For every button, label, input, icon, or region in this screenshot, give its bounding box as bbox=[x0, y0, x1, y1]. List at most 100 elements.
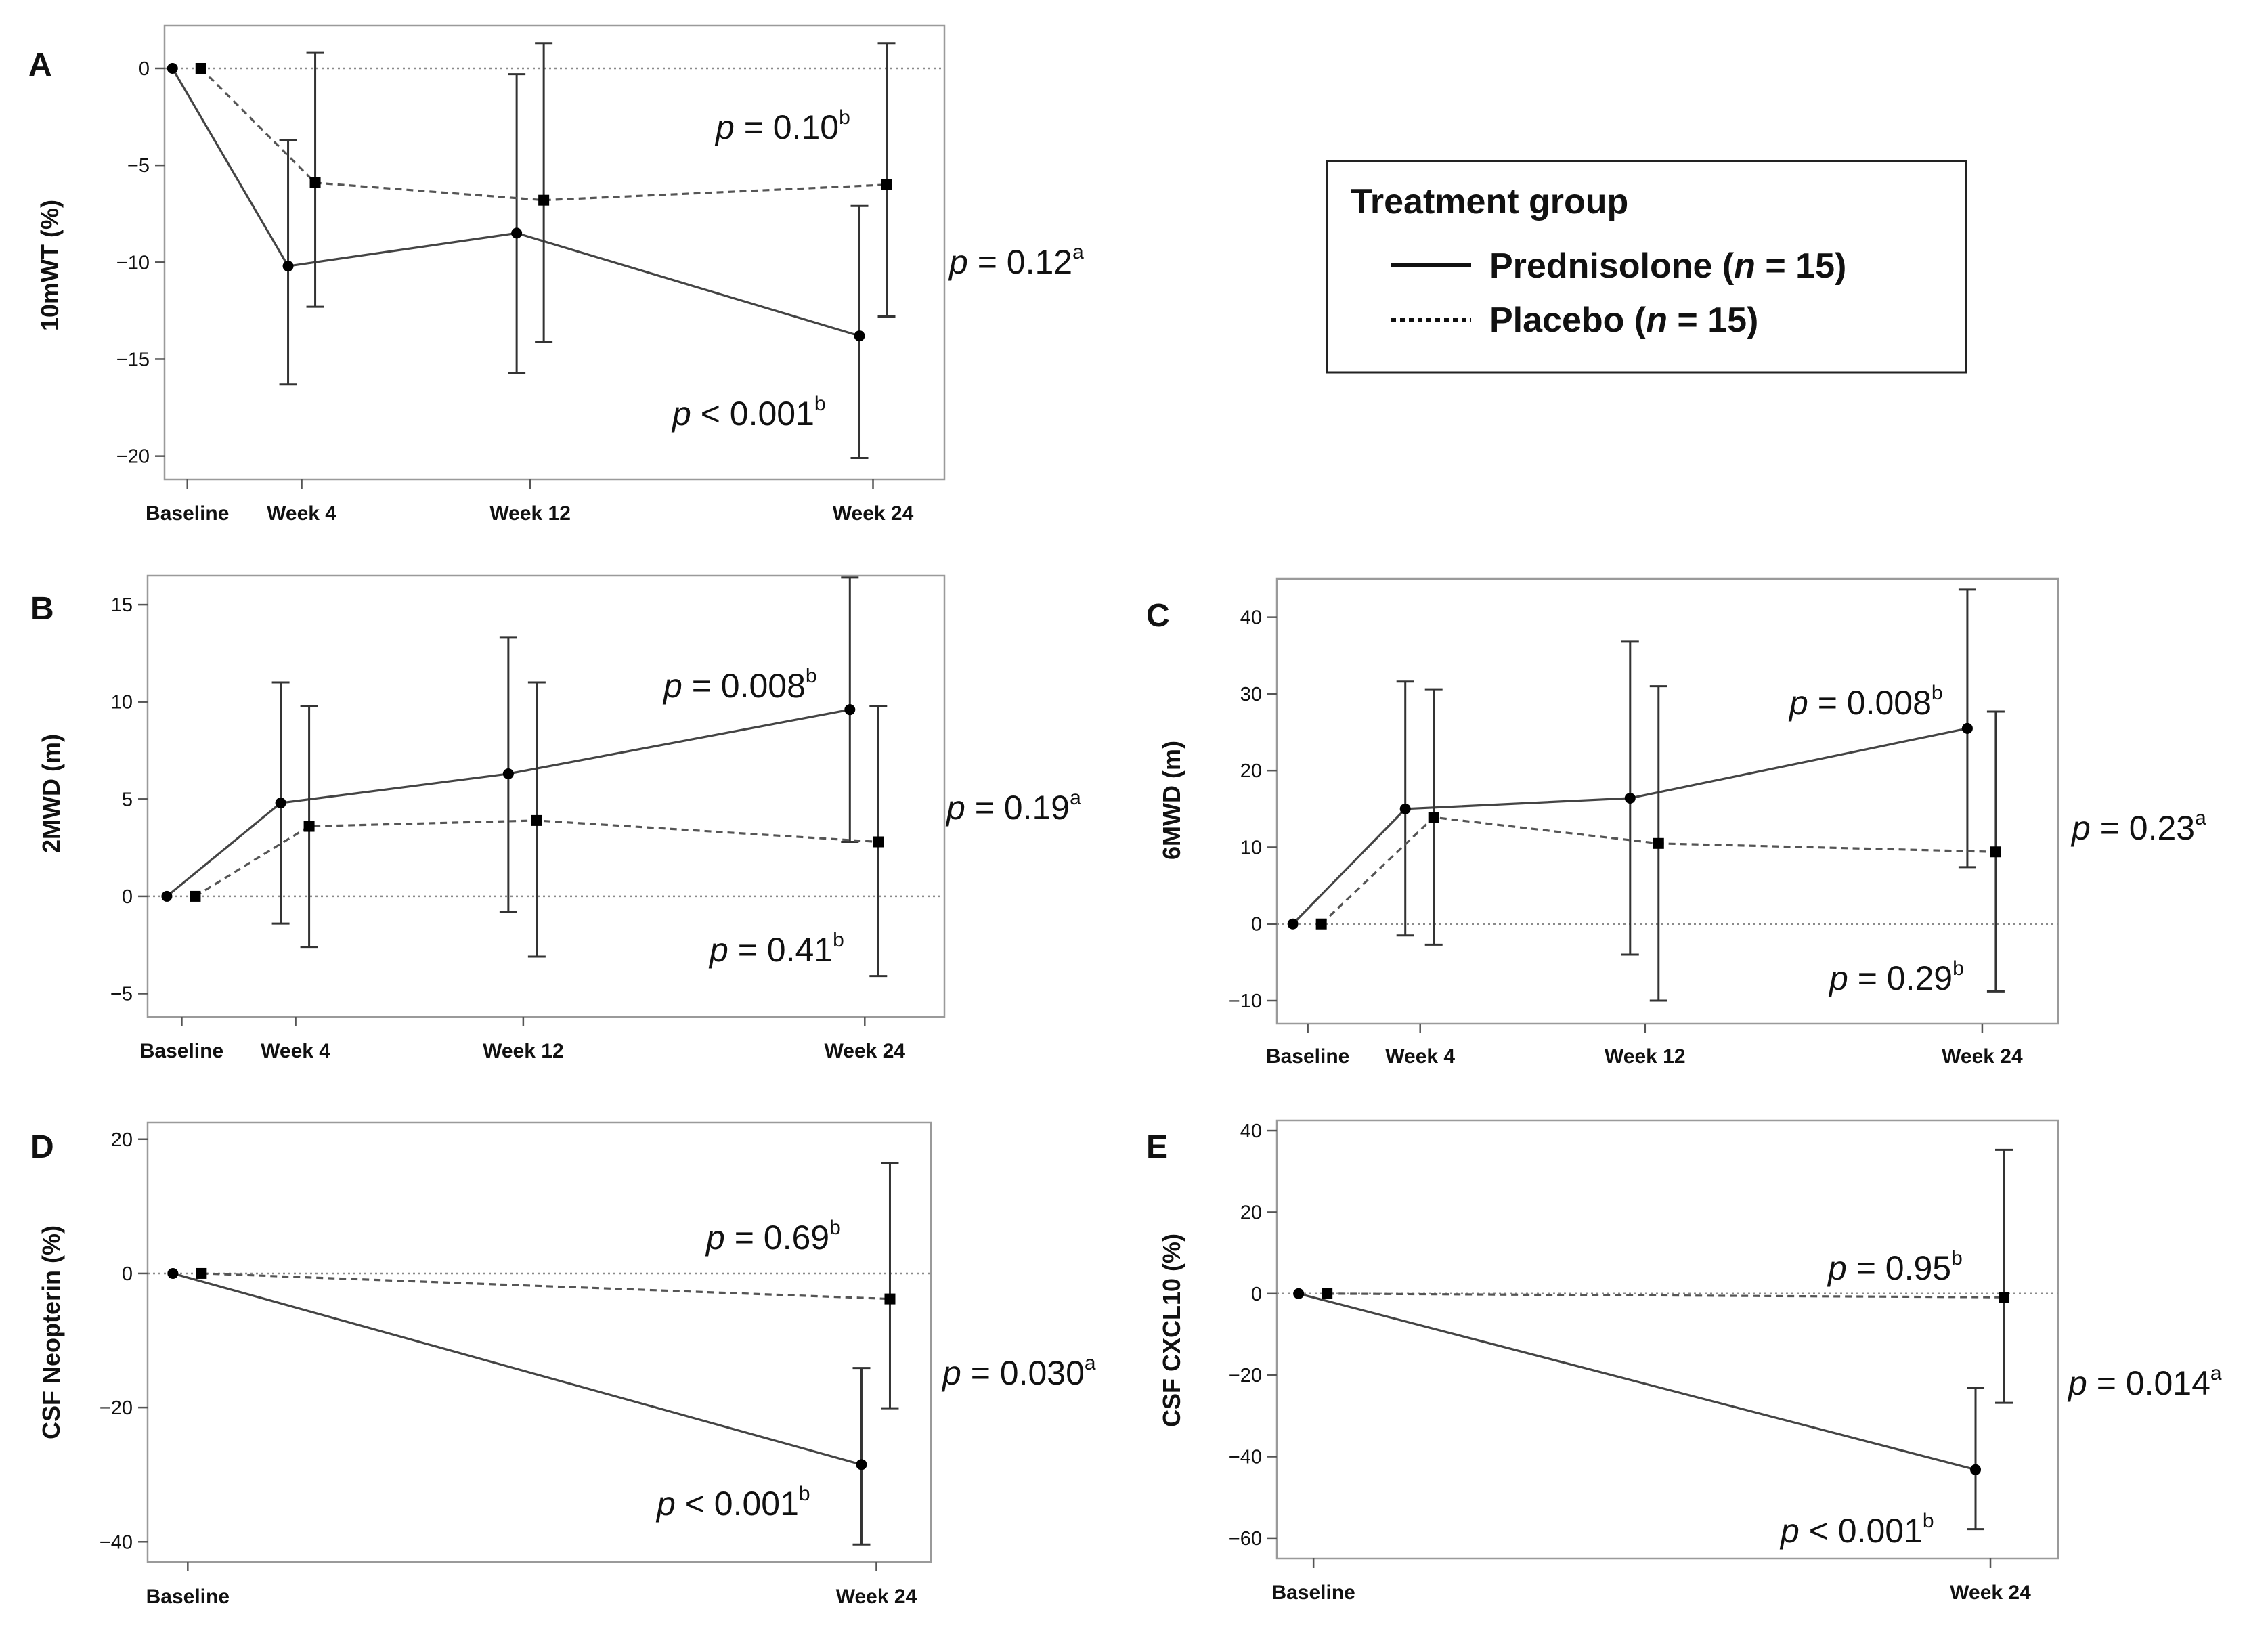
data-point-placebo bbox=[873, 836, 884, 848]
y-tick-label: 0 bbox=[1251, 914, 1262, 936]
series-prednisolone bbox=[1293, 1288, 1985, 1531]
panel-label: C bbox=[1146, 598, 1170, 634]
p-value-annotation: p < 0.001b bbox=[1779, 1510, 1934, 1550]
x-tick-label-week-24: Week 24 bbox=[825, 1040, 906, 1062]
p-value-annotation: p = 0.014a bbox=[2067, 1362, 2222, 1402]
panel-label: B bbox=[30, 591, 54, 627]
data-point-placebo bbox=[884, 1293, 896, 1305]
y-tick-label: −40 bbox=[100, 1531, 133, 1553]
data-point-placebo bbox=[309, 177, 321, 188]
panel-d: D 20 0 −20 −40 CSF Neopterin (%) Baseline Week … bbox=[30, 1121, 1096, 1608]
y-axis-label: 2MWD (m) bbox=[37, 734, 65, 853]
y-tick-label: 20 bbox=[1240, 1202, 1262, 1223]
series-placebo bbox=[195, 42, 896, 343]
x-tick-label-week-24: Week 24 bbox=[836, 1586, 917, 1608]
x-tick-label-baseline: Baseline bbox=[1266, 1045, 1349, 1068]
series-placebo bbox=[196, 1161, 899, 1410]
data-point-placebo bbox=[303, 821, 315, 832]
series-line-prednisolone bbox=[166, 708, 850, 898]
data-point-prednisolone bbox=[282, 261, 294, 272]
series-line-placebo bbox=[200, 67, 887, 202]
series-prednisolone bbox=[167, 1267, 871, 1546]
panels: A 0 −5 −10 −15 −20 10mWT (%) Baseline Week 4 Week… bbox=[28, 24, 2222, 1608]
data-point-prednisolone bbox=[161, 890, 173, 902]
data-point-placebo bbox=[1990, 846, 2001, 858]
panel-label: A bbox=[28, 47, 52, 83]
y-axis-label: CSF CXCL10 (%) bbox=[1158, 1234, 1185, 1427]
p-value-annotation: p = 0.030a bbox=[941, 1352, 1096, 1392]
y-axis-label: 10mWT (%) bbox=[36, 200, 64, 331]
y-tick-label: −5 bbox=[110, 984, 133, 1005]
y-tick-label: 0 bbox=[122, 1263, 133, 1285]
p-value-annotation: p = 0.95b bbox=[1827, 1247, 1963, 1287]
data-point-prednisolone bbox=[1293, 1288, 1305, 1299]
series-line-placebo bbox=[201, 1272, 890, 1301]
y-tick-label: 0 bbox=[122, 886, 133, 908]
y-tick-label: 30 bbox=[1240, 684, 1262, 705]
x-tick-label-week-4: Week 4 bbox=[267, 502, 336, 525]
x-tick-label-week-12: Week 12 bbox=[483, 1040, 564, 1062]
y-tick-label: −15 bbox=[116, 349, 150, 370]
p-value-annotation: p = 0.29b bbox=[1828, 957, 1964, 997]
p-value-annotation: p < 0.001b bbox=[671, 393, 826, 433]
y-tick-label: 10 bbox=[1240, 837, 1262, 858]
x-tick-label-baseline: Baseline bbox=[1271, 1582, 1355, 1604]
y-tick-label: −10 bbox=[116, 252, 150, 274]
series-prednisolone bbox=[161, 576, 859, 925]
data-point-prednisolone bbox=[1624, 792, 1636, 804]
series-line-placebo bbox=[194, 819, 879, 898]
data-point-prednisolone bbox=[854, 330, 865, 342]
x-tick-label-week-24: Week 24 bbox=[833, 502, 914, 525]
data-point-placebo bbox=[196, 1267, 207, 1279]
data-point-prednisolone bbox=[856, 1459, 867, 1470]
x-tick-label-week-12: Week 12 bbox=[489, 502, 571, 525]
panel-b: B 15 10 5 0 −5 2MWD (m) Baseline Week 4 Week 12 We… bbox=[30, 574, 1081, 1062]
y-tick-label: 10 bbox=[111, 692, 133, 714]
y-tick-label: −20 bbox=[116, 446, 150, 468]
plot-frame bbox=[163, 24, 946, 481]
data-point-prednisolone bbox=[511, 227, 523, 239]
data-point-placebo bbox=[1315, 918, 1327, 930]
y-tick-label: 0 bbox=[139, 58, 150, 80]
p-value-annotation: p = 0.10b bbox=[714, 106, 850, 146]
legend-item-prednisolone: Prednisolone (n = 15) bbox=[1489, 246, 1846, 286]
plot-frame bbox=[1275, 1119, 2059, 1560]
p-value-annotation: p = 0.008b bbox=[662, 665, 817, 705]
data-point-placebo bbox=[881, 179, 892, 190]
series-prednisolone bbox=[1287, 588, 1976, 956]
data-point-placebo bbox=[190, 890, 201, 902]
y-tick-label: −40 bbox=[1229, 1447, 1262, 1468]
data-point-prednisolone bbox=[844, 704, 856, 716]
series-line-prednisolone bbox=[1292, 727, 1968, 925]
x-tick-label-baseline: Baseline bbox=[140, 1040, 223, 1062]
y-tick-label: −5 bbox=[127, 155, 150, 177]
panel-a: A 0 −5 −10 −15 −20 10mWT (%) Baseline Week 4 Week… bbox=[28, 24, 1084, 525]
x-tick-label-baseline: Baseline bbox=[146, 1586, 230, 1608]
y-tick-label: 20 bbox=[111, 1129, 133, 1151]
y-tick-label: 40 bbox=[1240, 607, 1262, 629]
panel-label: E bbox=[1146, 1129, 1168, 1165]
data-point-prednisolone bbox=[1970, 1464, 1982, 1475]
p-value-annotation: p = 0.008b bbox=[1788, 682, 1943, 722]
data-point-placebo bbox=[1322, 1288, 1333, 1299]
y-axis-label: CSF Neopterin (%) bbox=[37, 1225, 65, 1439]
plot-frame bbox=[146, 574, 946, 1018]
plot-frame bbox=[1275, 577, 2059, 1025]
data-point-placebo bbox=[1653, 837, 1664, 849]
data-point-prednisolone bbox=[275, 798, 286, 809]
x-tick-label-week-4: Week 4 bbox=[1385, 1045, 1455, 1068]
series-line-prednisolone bbox=[1298, 1292, 1976, 1471]
y-tick-label: 15 bbox=[111, 594, 133, 616]
series-placebo bbox=[190, 681, 888, 978]
data-point-prednisolone bbox=[167, 62, 178, 74]
x-tick-label-week-24: Week 24 bbox=[1942, 1045, 2023, 1068]
panel-e: E 40 20 0 −20 −40 −60 CSF CXCL10 (%) Baseline Wee… bbox=[1146, 1119, 2222, 1604]
y-tick-label: 40 bbox=[1240, 1120, 1262, 1142]
y-tick-label: 0 bbox=[1251, 1284, 1262, 1305]
x-tick-label-week-24: Week 24 bbox=[1950, 1582, 2031, 1604]
y-axis-label: 6MWD (m) bbox=[1158, 741, 1185, 860]
p-value-annotation: p = 0.69b bbox=[705, 1217, 841, 1257]
data-point-placebo bbox=[1428, 812, 1439, 823]
p-value-annotation: p = 0.23a bbox=[2070, 807, 2206, 847]
